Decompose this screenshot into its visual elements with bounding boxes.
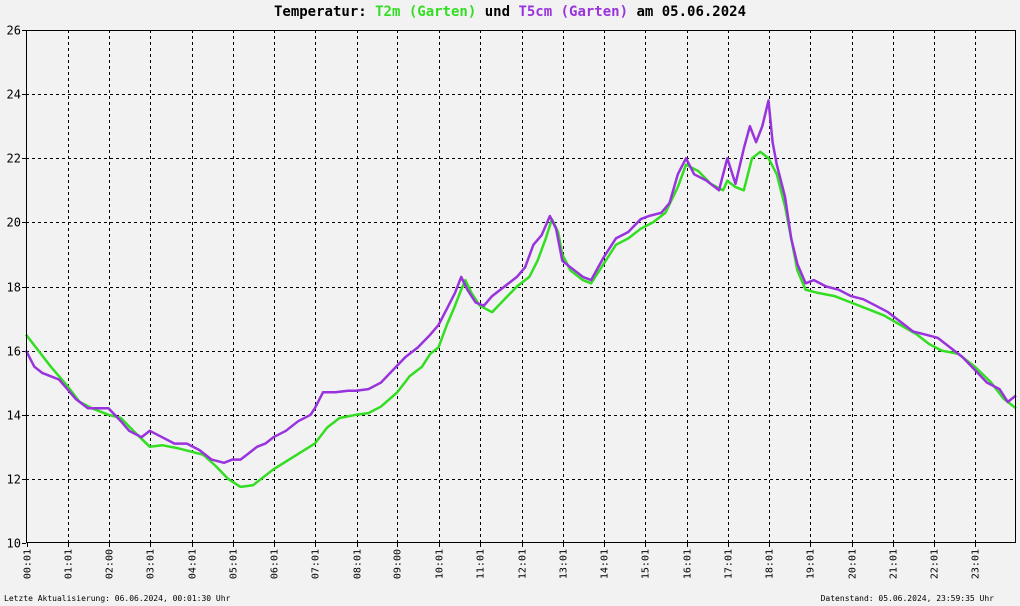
y-tick-label: 26 bbox=[7, 24, 21, 38]
x-tick-label: 10:01 bbox=[435, 549, 446, 579]
x-tick-label: 21:01 bbox=[889, 549, 900, 579]
x-tick-label: 01:01 bbox=[64, 549, 75, 579]
y-tick-label: 10 bbox=[7, 537, 21, 551]
y-tick-label: 12 bbox=[7, 473, 21, 487]
x-tick-label: 15:01 bbox=[641, 549, 652, 579]
y-axis: 10 12 14 16 18 20 22 24 26 bbox=[7, 24, 26, 551]
x-tick-label: 05:01 bbox=[229, 549, 240, 579]
data-timestamp-label: Datenstand: 05.06.2024, 23:59:35 Uhr bbox=[820, 594, 994, 603]
x-tick-label: 14:01 bbox=[600, 549, 611, 579]
title-middle: und bbox=[476, 4, 519, 20]
y-tick-label: 20 bbox=[7, 216, 21, 230]
x-tick-label: 11:01 bbox=[476, 549, 487, 579]
plot-area bbox=[26, 30, 1016, 543]
x-axis: 00:01 01:01 02:00 03:01 04:01 05:01 06:01 07:01… bbox=[23, 543, 982, 579]
y-tick-label: 14 bbox=[7, 409, 21, 423]
y-tick-label: 18 bbox=[7, 281, 21, 295]
y-tick-label: 22 bbox=[7, 152, 21, 166]
series-line-t5cm bbox=[24, 99, 1017, 465]
x-tick-label: 16:01 bbox=[683, 549, 694, 579]
title-series1: T2m (Garten) bbox=[375, 4, 477, 20]
x-tick-label: 18:01 bbox=[765, 549, 776, 579]
series-lines bbox=[24, 99, 1017, 489]
y-tick-label: 16 bbox=[7, 345, 21, 359]
x-tick-label: 20:01 bbox=[848, 549, 859, 579]
x-tick-label: 03:01 bbox=[146, 549, 157, 579]
title-suffix: am 05.06.2024 bbox=[628, 4, 747, 20]
x-tick-label: 19:01 bbox=[806, 549, 817, 579]
x-tick-label: 17:01 bbox=[724, 549, 735, 579]
x-tick-label: 12:01 bbox=[518, 549, 529, 579]
x-tick-label: 22:01 bbox=[930, 549, 941, 579]
grid bbox=[26, 30, 1016, 543]
x-tick-label: 02:00 bbox=[105, 549, 116, 579]
title-prefix: Temperatur: bbox=[273, 4, 376, 20]
title-series2: T5cm (Garten) bbox=[518, 4, 629, 20]
plot-frame bbox=[26, 30, 1016, 543]
last-update-label: Letzte Aktualisierung: 06.06.2024, 00:01… bbox=[4, 594, 231, 603]
y-tick-label: 24 bbox=[7, 88, 21, 102]
x-tick-label: 09:00 bbox=[393, 549, 404, 579]
x-tick-label: 08:01 bbox=[353, 549, 364, 579]
x-tick-label: 06:01 bbox=[270, 549, 281, 579]
series-line-t2m bbox=[25, 150, 1017, 489]
x-tick-label: 00:01 bbox=[23, 549, 34, 579]
x-tick-label: 23:01 bbox=[971, 549, 982, 579]
chart-title: Temperatur: T2m (Garten) und T5cm (Garte… bbox=[0, 4, 1020, 20]
x-tick-label: 13:01 bbox=[559, 549, 570, 579]
x-tick-label: 07:01 bbox=[311, 549, 322, 579]
x-tick-label: 04:01 bbox=[188, 549, 199, 579]
